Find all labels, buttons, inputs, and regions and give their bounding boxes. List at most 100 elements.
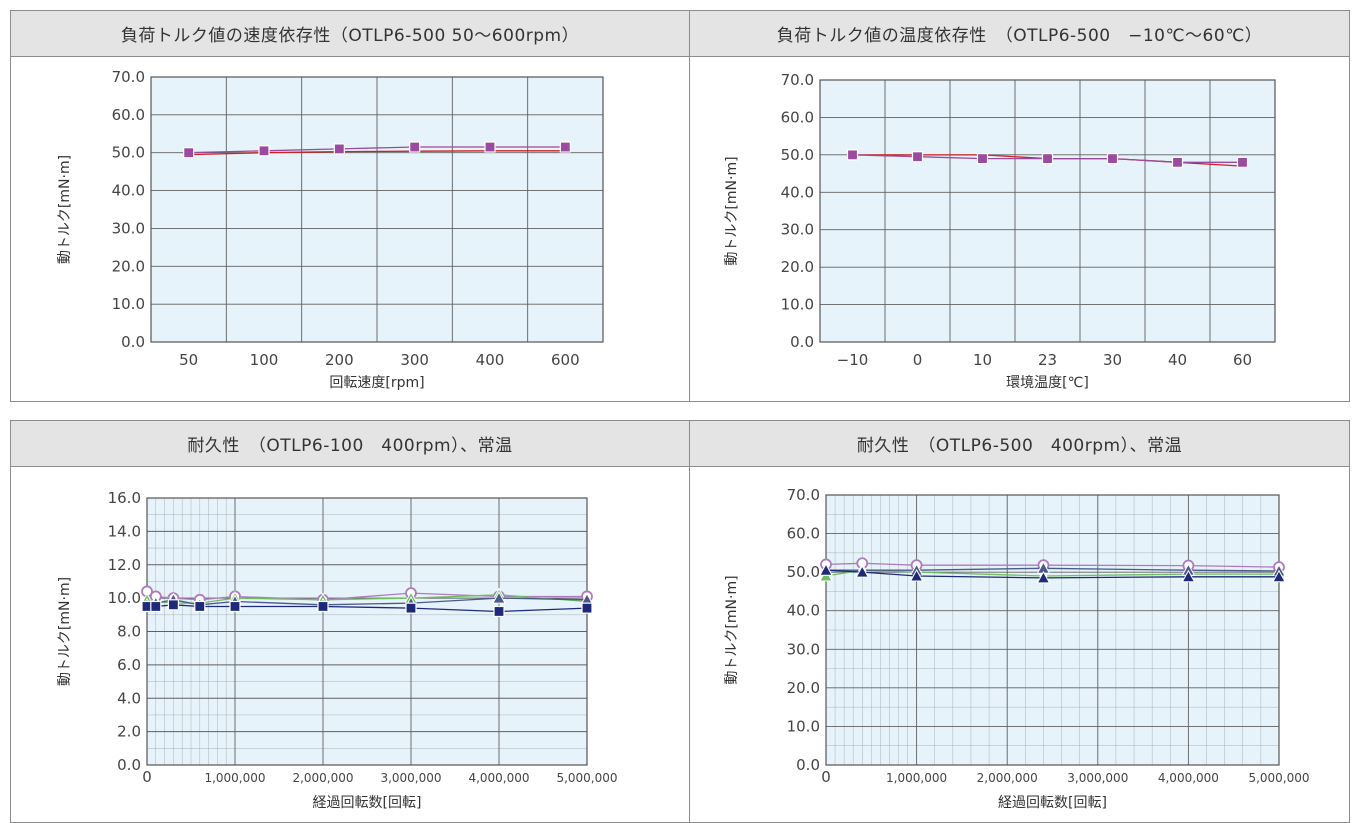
speed-dependency-chart: 0.0 10.0 20.0 30.0 40.0 50.0 60.0 70.0 50 100 200 3… [57, 68, 604, 391]
data-point [183, 147, 195, 159]
x-tick-label: 200 [325, 351, 354, 369]
y-tick-label: 30.0 [787, 640, 820, 658]
series-0 [188, 150, 566, 156]
data-point [581, 602, 593, 614]
temperature-dependency-chart: 0.0 10.0 20.0 30.0 40.0 50.0 60.0 70.0 −10 0 10 23 3… [724, 71, 1276, 391]
x-tick-label: 600 [551, 351, 580, 369]
chart-panel-durability-500: 耐久性 （OTLP6-500 400rpm）、常温 0.0 10.0 20.0 30.… [689, 420, 1350, 823]
series-1 [183, 141, 571, 159]
x-tick-label: 2,000,000 [292, 771, 353, 785]
series-line [825, 562, 1280, 568]
chart-title: 耐久性 （OTLP6-100 400rpm）、常温 [11, 421, 689, 467]
y-tick-label: 10.0 [787, 717, 820, 735]
plot-frame [146, 497, 588, 766]
y-tick-label: 40.0 [112, 182, 145, 200]
data-point [1181, 569, 1196, 583]
data-point [405, 602, 417, 614]
series-line [188, 150, 566, 156]
x-tick-label: 1,000,000 [204, 771, 265, 785]
y-tick-label: 12.0 [108, 556, 141, 574]
x-tick-label: 0 [821, 768, 831, 786]
chart-panel-speed: 負荷トルク値の速度依存性（OTLP6-500 50〜600rpm） 0.0 10.… [10, 10, 690, 402]
series-line [826, 567, 1280, 572]
y-tick-label: 70.0 [112, 68, 145, 86]
x-tick-label: 40 [1168, 351, 1187, 369]
y-tick-label: 30.0 [112, 219, 145, 237]
data-point [1272, 569, 1286, 583]
y-tick-label: 40.0 [781, 183, 814, 201]
x-tick-label: 0 [142, 768, 152, 786]
y-tick-label: 0.0 [796, 756, 820, 774]
y-tick-label: 40.0 [787, 602, 820, 620]
y-tick-label: 70.0 [781, 71, 814, 89]
plot-area [820, 80, 1275, 342]
series-line [188, 146, 566, 154]
data-point [911, 151, 924, 163]
y-tick-label: 50.0 [781, 146, 814, 164]
x-tick-label: 60 [1233, 351, 1252, 369]
x-tick-label: 0 [913, 351, 923, 369]
x-tick-label: 4,000,000 [1158, 771, 1219, 785]
data-point [229, 600, 241, 613]
data-point [484, 141, 496, 153]
x-tick-label: 5,000,000 [1248, 771, 1309, 785]
x-tick-label: 3,000,000 [1067, 771, 1128, 785]
y-tick-label: 20.0 [112, 257, 145, 275]
x-tick-label: 3,000,000 [380, 771, 441, 785]
y-tick-label: 60.0 [781, 108, 814, 126]
chart-title: 負荷トルク値の速度依存性（OTLP6-500 50〜600rpm） [11, 11, 689, 57]
durability-otlp6-500-chart: 0.0 10.0 20.0 30.0 40.0 50.0 60.0 70.0 0 1,000,00… [724, 486, 1310, 811]
y-axis-title: 動トルク[mN·m] [57, 155, 73, 264]
series-3 [141, 599, 593, 618]
y-tick-label: 4.0 [117, 689, 141, 707]
data-point [409, 141, 421, 153]
y-tick-label: 30.0 [781, 221, 814, 239]
data-point [846, 149, 859, 161]
x-axis-title: 経過回転数[回転] [313, 795, 422, 811]
y-axis-title: 動トルク[mN·m] [57, 577, 73, 686]
x-tick-label: 400 [476, 351, 505, 369]
y-tick-label: 20.0 [781, 258, 814, 276]
plot-frame [150, 76, 604, 343]
y-tick-label: 10.0 [108, 589, 141, 607]
x-axis-title: 経過回転数[回転] [998, 795, 1107, 811]
data-point [333, 143, 345, 155]
series-line [825, 569, 1279, 579]
data-point [855, 565, 870, 578]
x-axis-title: 環境温度[℃] [1006, 375, 1089, 391]
chart-title: 耐久性 （OTLP6-500 400rpm）、常温 [690, 421, 1349, 467]
y-tick-label: 8.0 [117, 623, 141, 641]
x-tick-label: 1,000,000 [886, 771, 947, 785]
y-tick-label: 0.0 [117, 756, 141, 774]
series-1 [846, 149, 1249, 168]
y-tick-label: 2.0 [117, 723, 141, 741]
x-tick-label: 5,000,000 [556, 771, 617, 785]
series-3 [819, 563, 1286, 584]
data-point [150, 600, 162, 613]
data-point [976, 152, 989, 165]
data-point [317, 600, 329, 613]
x-tick-label: −10 [837, 351, 869, 369]
y-tick-label: 50.0 [112, 144, 145, 162]
x-tick-label: 50 [179, 351, 198, 369]
y-tick-label: 6.0 [117, 656, 141, 674]
data-point [1041, 152, 1054, 165]
x-tick-label: 10 [973, 351, 992, 369]
y-tick-label: 0.0 [790, 333, 814, 351]
y-tick-label: 16.0 [108, 489, 141, 507]
y-tick-label: 10.0 [781, 296, 814, 314]
y-tick-label: 10.0 [112, 295, 145, 313]
data-point [258, 145, 270, 157]
y-axis-title: 動トルク[mN·m] [724, 575, 740, 684]
data-point [559, 141, 571, 153]
data-point [819, 563, 833, 576]
y-tick-label: 14.0 [108, 522, 141, 540]
data-point [194, 600, 206, 613]
data-point [493, 605, 505, 618]
plot-frame [825, 494, 1280, 766]
x-axis-title: 回転速度[rpm] [329, 375, 424, 391]
y-tick-label: 20.0 [787, 679, 820, 697]
chart-panel-temperature: 負荷トルク値の温度依存性 （OTLP6-500 −10℃〜60℃） 0.0 10.… [689, 10, 1350, 402]
x-tick-label: 2,000,000 [977, 771, 1038, 785]
x-tick-label: 100 [250, 351, 279, 369]
